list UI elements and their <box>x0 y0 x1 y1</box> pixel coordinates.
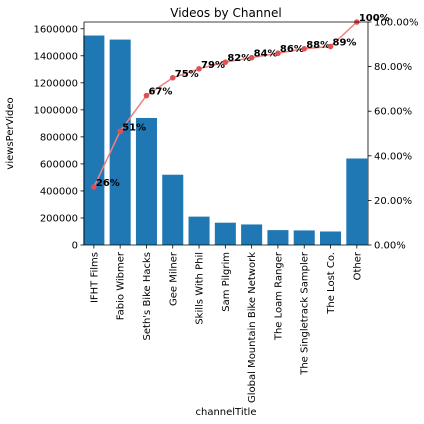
y2-tick-label: 40.00% <box>374 151 412 162</box>
cumulative-point <box>143 92 150 99</box>
x-tick-label: Sam Pilgrim <box>221 252 232 312</box>
bar <box>135 117 157 245</box>
y2-tick-label: 60.00% <box>374 107 412 118</box>
y-tick-label: 800000 <box>40 132 78 143</box>
cumulative-point <box>327 43 334 50</box>
cumulative-line-group: 26% 51% 67%75%79%82% 84% 86% 88% 89% 100% <box>91 13 390 190</box>
y2-tick-label: 0.00% <box>374 241 406 252</box>
y-tick-label: 1200000 <box>33 78 78 89</box>
cumulative-point-label: 89% <box>333 38 357 49</box>
x-tick-label: Fabio Wibmer <box>116 251 127 320</box>
y2-axis-ticks: 0.00% 20.00% 40.00% 60.00% 80.00% 100.00% <box>368 18 419 252</box>
cumulative-point <box>222 59 229 65</box>
cumulative-point <box>196 66 202 72</box>
cumulative-point <box>91 184 97 190</box>
x-tick-label: The Singletrack Sampler <box>300 251 311 376</box>
y-tick-label: 1600000 <box>33 24 78 35</box>
y-tick-label: 600000 <box>40 159 78 170</box>
cumulative-point-label: 26% <box>96 178 120 189</box>
cumulative-point <box>117 128 123 135</box>
y-tick-label: 0 <box>72 241 78 252</box>
chart-title: Videos by Channel <box>170 6 282 20</box>
y-tick-label: 400000 <box>40 186 78 197</box>
x-tick-label: Seth's Bike Hacks <box>142 252 153 340</box>
cumulative-point-label: 75% <box>175 69 199 80</box>
x-tick-label: Global Mountain Bike Network <box>247 252 258 403</box>
x-tick-label: Other <box>352 251 363 280</box>
cumulative-point-label: 86% <box>280 44 304 55</box>
cumulative-point-label: 67% <box>148 87 172 98</box>
y2-tick-label: 20.00% <box>374 196 412 207</box>
axes <box>83 21 369 246</box>
cumulative-point-label: 79% <box>201 60 225 71</box>
y2-tick-label: 100.00% <box>374 18 419 29</box>
x-axis-ticks: IFHT Films Fabio Wibmer Seth's Bike Hacks G… <box>89 245 363 403</box>
x-axis-label: channelTitle <box>195 407 256 418</box>
bar <box>293 230 315 245</box>
y-tick-label: 200000 <box>40 213 78 224</box>
cumulative-point-label: 82% <box>227 53 251 64</box>
bar <box>214 222 236 245</box>
cumulative-point-label: 84% <box>254 49 278 60</box>
cumulative-point <box>275 50 281 57</box>
y-tick-label: 1400000 <box>33 51 78 62</box>
bar <box>267 230 289 245</box>
cumulative-point-label: 100% <box>359 13 390 24</box>
x-tick-label: IFHT Films <box>89 252 100 303</box>
y2-tick-label: 80.00% <box>374 62 412 73</box>
y-axis-label: viewsPerVideo <box>5 97 16 169</box>
cumulative-point <box>301 45 308 52</box>
cumulative-point-label: 51% <box>122 122 146 133</box>
bar <box>241 224 263 245</box>
bar <box>83 35 105 245</box>
x-tick-label: Skills With Phil <box>195 252 206 325</box>
cumulative-point <box>169 74 176 81</box>
bar-group <box>83 35 368 245</box>
x-tick-label: The Loam Ranger <box>273 251 284 341</box>
y-tick-label: 1000000 <box>33 105 78 116</box>
bar <box>188 216 210 245</box>
x-tick-label: Gee Milner <box>168 251 179 306</box>
bar <box>320 231 342 245</box>
cumulative-point <box>248 54 255 61</box>
bar <box>109 39 131 245</box>
bar <box>346 158 368 245</box>
y-axis-ticks: 0 200000 400000 600000 800000 1000000 1200000 1… <box>33 24 84 252</box>
bar <box>162 174 184 245</box>
cumulative-point-label: 88% <box>306 40 330 51</box>
x-tick-label: The Lost Co. <box>326 252 337 315</box>
